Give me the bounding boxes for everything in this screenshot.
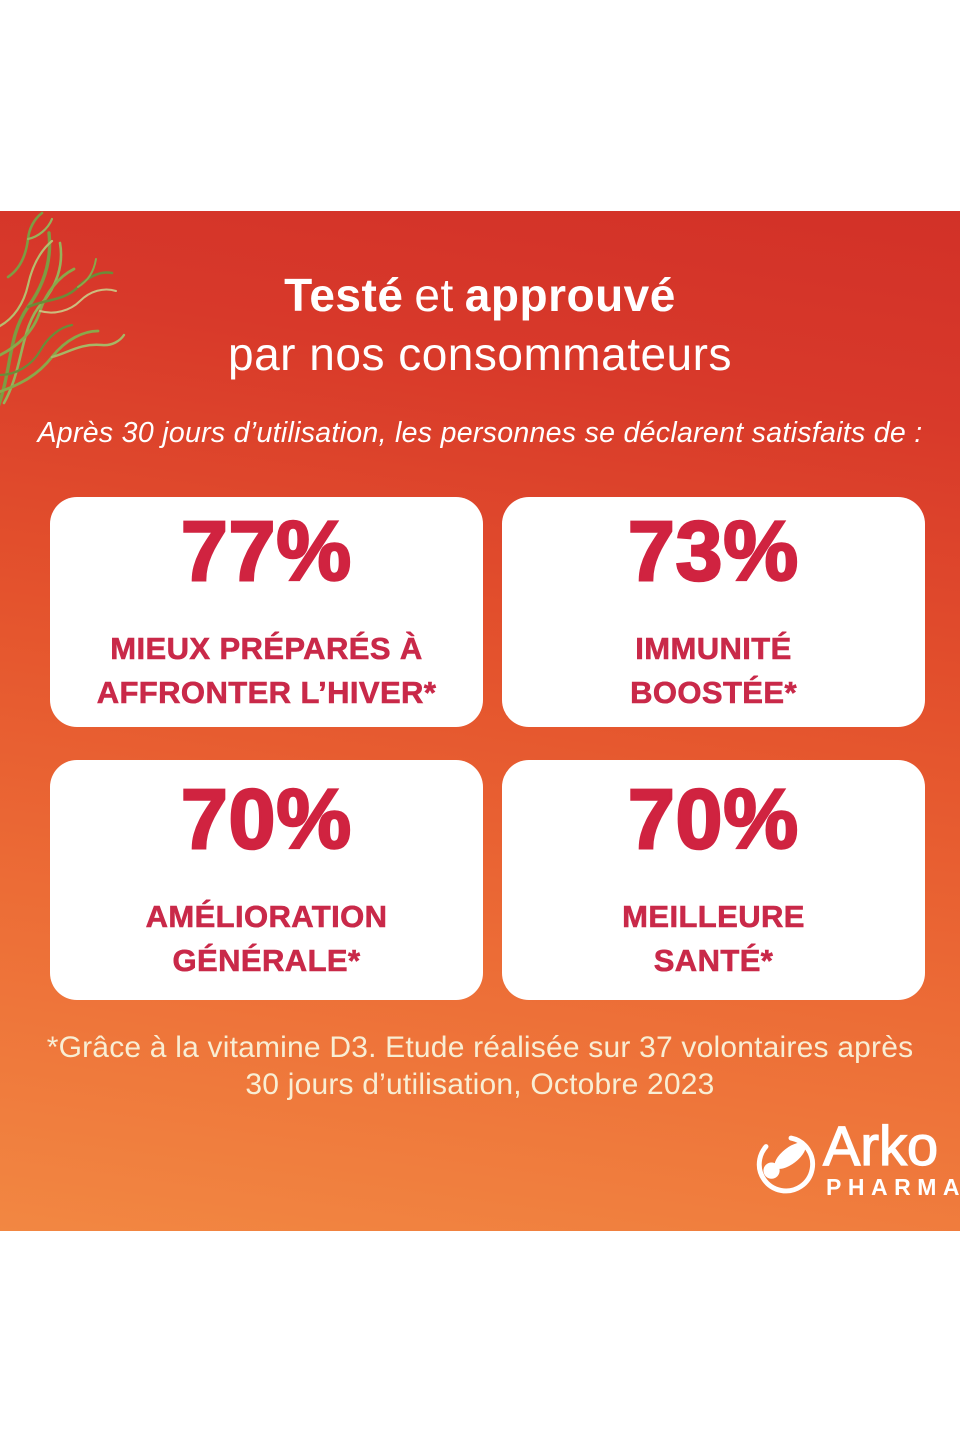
stat-label: MIEUX PRÉPARÉS À AFFRONTER L’HIVER*	[96, 627, 437, 715]
page-title: Testé et approuvé par nos consommateurs	[0, 266, 960, 384]
stats-grid: 77% MIEUX PRÉPARÉS À AFFRONTER L’HIVER* …	[50, 497, 925, 1000]
bottom-white-band	[0, 1231, 960, 1440]
stat-label-line: AMÉLIORATION	[145, 898, 388, 935]
title-line-1: Testé et approuvé	[0, 266, 960, 325]
logo-brand-name: Arko	[822, 1114, 939, 1177]
stat-card-sante: 70% MEILLEURE SANTÉ*	[502, 760, 925, 1000]
stat-label-line: BOOSTÉE*	[630, 675, 797, 711]
stat-card-hiver: 77% MIEUX PRÉPARÉS À AFFRONTER L’HIVER*	[50, 497, 483, 727]
title-word-approuve: approuvé	[464, 269, 676, 321]
stat-label-line: MIEUX PRÉPARÉS À	[110, 630, 423, 667]
title-word-teste: Testé	[284, 269, 404, 321]
title-word-et: et	[414, 269, 454, 321]
stat-label-line: MEILLEURE	[622, 898, 805, 935]
top-white-band	[0, 0, 960, 211]
arkopharma-logo: Arko PHARMA	[755, 1114, 960, 1201]
footnote-line-1: *Grâce à la vitamine D3. Etude réalisée …	[46, 1031, 914, 1064]
subtitle-text: Après 30 jours d’utilisation, les person…	[37, 417, 923, 449]
logo-text: Arko PHARMA	[822, 1114, 960, 1201]
stat-label-line: GÉNÉRALE*	[172, 943, 361, 979]
stat-value: 73%	[627, 503, 800, 598]
title-line-2: par nos consommateurs	[228, 327, 732, 380]
footnote-line-2: 30 jours d’utilisation, Octobre 2023	[245, 1067, 715, 1101]
stat-label-line: IMMUNITÉ	[635, 630, 792, 667]
logo-sub-name: PHARMA	[826, 1174, 960, 1201]
stat-label-line: SANTÉ*	[653, 943, 774, 979]
stat-value: 70%	[627, 771, 800, 866]
hero-gradient-panel: Testé et approuvé par nos consommateurs Ap…	[0, 211, 960, 1231]
stat-card-amelioration: 70% AMÉLIORATION GÉNÉRALE*	[50, 760, 483, 1000]
stat-value: 70%	[180, 771, 353, 866]
stat-label: MEILLEURE SANTÉ*	[622, 895, 805, 983]
stat-label-line: AFFRONTER L’HIVER*	[96, 675, 437, 711]
stat-label: IMMUNITÉ BOOSTÉE*	[630, 627, 797, 715]
arkopharma-leaf-circle-icon	[756, 1135, 816, 1194]
stat-label: AMÉLIORATION GÉNÉRALE*	[145, 895, 388, 983]
stat-card-immunite: 73% IMMUNITÉ BOOSTÉE*	[502, 497, 925, 727]
stat-value: 77%	[180, 503, 353, 598]
study-footnote: *Grâce à la vitamine D3. Etude réalisée …	[0, 1030, 960, 1103]
